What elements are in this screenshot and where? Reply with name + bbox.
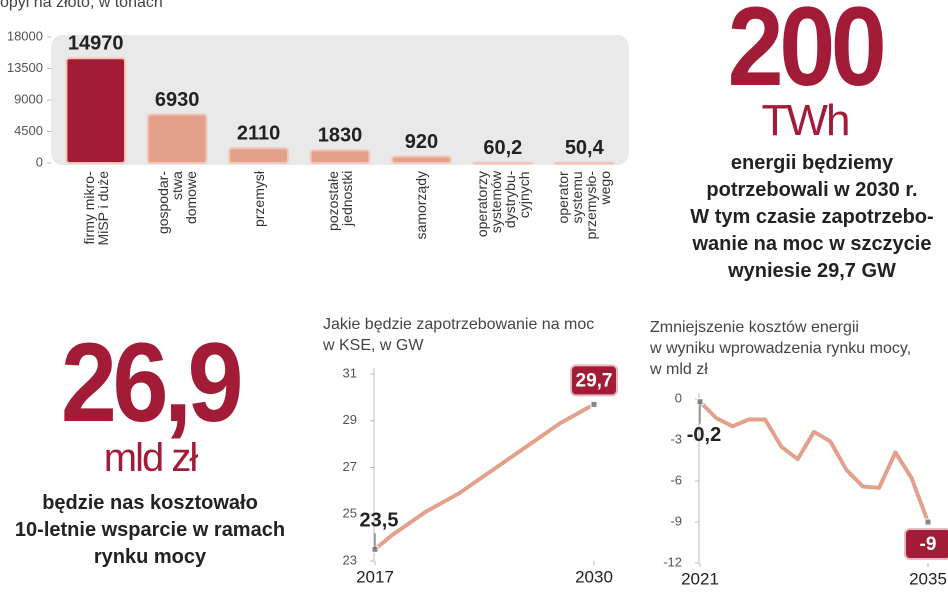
x-tick-label: przemysł (250, 171, 267, 228)
line (698, 400, 930, 523)
value-label: -9 (920, 534, 937, 555)
bar (391, 155, 452, 164)
x-tick-label: 2035 (909, 569, 947, 588)
y-tick-label: 23 (343, 552, 357, 567)
line (373, 402, 595, 551)
x-tick-label: 2030 (575, 567, 613, 586)
x-tick-label: operatorzy systemów dystrybu- cyjnych (473, 171, 532, 238)
bar (309, 149, 371, 165)
y-tick-label: 31 (343, 365, 357, 380)
y-tick-label: -3 (670, 431, 682, 446)
value-label: 50,4 (565, 137, 605, 159)
x-tick-label: 2021 (681, 569, 719, 588)
value-label: 14970 (68, 32, 124, 54)
x-tick-label: operator systemu przemysło- wego (555, 171, 614, 240)
value-label: 1830 (318, 124, 363, 146)
chart-title: opyl na złoto, w tonach (0, 0, 163, 11)
bar (472, 161, 534, 165)
y-tick-label: 13500 (7, 60, 43, 75)
point-marker (924, 518, 932, 526)
y-tick-label: 25 (343, 506, 357, 521)
x-tick-label: pozostałe jednostki (325, 171, 355, 231)
x-tick-label: 2017 (356, 567, 394, 586)
bar (553, 161, 615, 165)
value-label: 29,7 (576, 370, 613, 391)
y-tick-label: 0 (36, 154, 43, 169)
value-label: -0,2 (687, 424, 721, 446)
chart-title: Jakie będzie zapotrzebowanie na moc w KS… (323, 316, 595, 354)
value-label: 920 (405, 131, 438, 153)
y-tick-label: -12 (663, 554, 682, 569)
value-label: 2110 (237, 123, 280, 145)
callout-text: energii będziemy potrzebowali w 2030 r. … (690, 152, 934, 282)
callout-unit: mld zł (103, 436, 198, 480)
y-tick-label: 4500 (14, 123, 43, 138)
y-tick-label: 18000 (7, 28, 43, 43)
value-label: 23,5 (360, 510, 399, 532)
y-tick-label: -6 (670, 472, 682, 487)
callout-unit: TWh (761, 96, 851, 145)
point-marker (590, 400, 598, 408)
callout-number: 200 (727, 0, 887, 109)
callout-text: będzie nas kosztowało 10-letnie wsparcie… (14, 492, 286, 568)
bar (228, 147, 289, 164)
y-tick-label: 0 (675, 390, 682, 405)
bar (146, 113, 208, 164)
y-tick-label: -9 (670, 513, 682, 528)
x-tick-label: gospodar- stwa domowe (155, 171, 200, 235)
y-tick-label: 29 (343, 412, 357, 427)
bar (65, 57, 127, 164)
callout-number: 26,9 (60, 320, 244, 445)
y-tick-label: 27 (343, 459, 357, 474)
label-box (904, 528, 948, 560)
x-tick-label: firmy mikro- MiSP i duże (80, 171, 111, 246)
label-box (570, 364, 618, 397)
chart-title: Zmniejszenie kosztów energii w wyniku wp… (650, 319, 912, 378)
x-tick-label: samorządy (413, 171, 430, 240)
value-label: 60,2 (483, 137, 522, 159)
value-label: 6930 (155, 89, 200, 111)
y-tick-label: 9000 (14, 91, 43, 106)
